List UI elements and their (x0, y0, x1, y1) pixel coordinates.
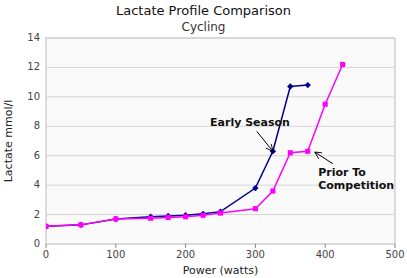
point (217, 208, 223, 214)
annotation: Prior ToCompetition (318, 166, 394, 192)
point (323, 102, 328, 107)
point (148, 214, 154, 220)
x-tick-label: 0 (43, 249, 49, 260)
point (113, 216, 119, 222)
x-tick (255, 244, 256, 248)
point (305, 82, 311, 88)
x-tick-label: 400 (316, 249, 335, 260)
annotation: Early Season (210, 116, 290, 129)
point (166, 215, 171, 220)
y-tick-label: 8 (34, 120, 40, 131)
point (113, 216, 118, 221)
point (183, 214, 188, 219)
annotation-arrow (315, 152, 333, 164)
x-tick (325, 244, 326, 248)
y-tick-label: 0 (34, 238, 40, 249)
x-tick (185, 244, 186, 248)
point (252, 185, 258, 191)
point (253, 206, 258, 211)
point (288, 150, 293, 155)
y-tick-label: 12 (27, 61, 40, 72)
point (200, 213, 205, 218)
data-layer (46, 62, 345, 230)
point (200, 211, 206, 217)
x-tick (395, 244, 396, 248)
title: Lactate Profile Comparison (116, 3, 291, 18)
chart: 0 2 4 6 8 10 12 14 0 100 200 300 400 500 Power (watts)… (0, 0, 407, 278)
y-axis-label: Lactate mmol/l (2, 100, 15, 183)
point (340, 62, 345, 67)
grid-line (46, 244, 395, 245)
y-tick-label: 10 (27, 91, 40, 102)
x-tick (115, 244, 116, 248)
annotation-line: Competition (318, 179, 394, 192)
grid-line (46, 96, 395, 97)
point (305, 149, 310, 154)
point (148, 216, 153, 221)
y-tick-label: 14 (27, 32, 40, 43)
grid-line (46, 155, 395, 156)
point (46, 224, 49, 229)
y-tick-label: 2 (34, 209, 40, 220)
y-tick-label: 4 (34, 179, 40, 190)
x-tick-label: 100 (106, 249, 125, 260)
series-line (46, 85, 308, 226)
subtitle: Cycling (182, 20, 226, 34)
x-axis-label: Power (watts) (183, 264, 258, 277)
point (78, 222, 83, 227)
series-line (46, 64, 343, 226)
grid-line (46, 67, 395, 68)
point (287, 83, 293, 89)
point (78, 222, 84, 228)
annotation-line: Prior To (318, 166, 366, 179)
annotation-line: Early Season (210, 116, 290, 129)
x-tick (46, 244, 47, 248)
plot-area (46, 38, 395, 244)
x-tick-label: 300 (246, 249, 265, 260)
point (182, 212, 188, 218)
point (270, 188, 275, 193)
x-tick-label: 200 (176, 249, 195, 260)
point (218, 211, 223, 216)
x-tick-label: 500 (385, 249, 404, 260)
y-tick-label: 6 (34, 150, 40, 161)
point (165, 213, 171, 219)
annotation-arrow (257, 131, 273, 151)
grid-line (46, 38, 395, 39)
